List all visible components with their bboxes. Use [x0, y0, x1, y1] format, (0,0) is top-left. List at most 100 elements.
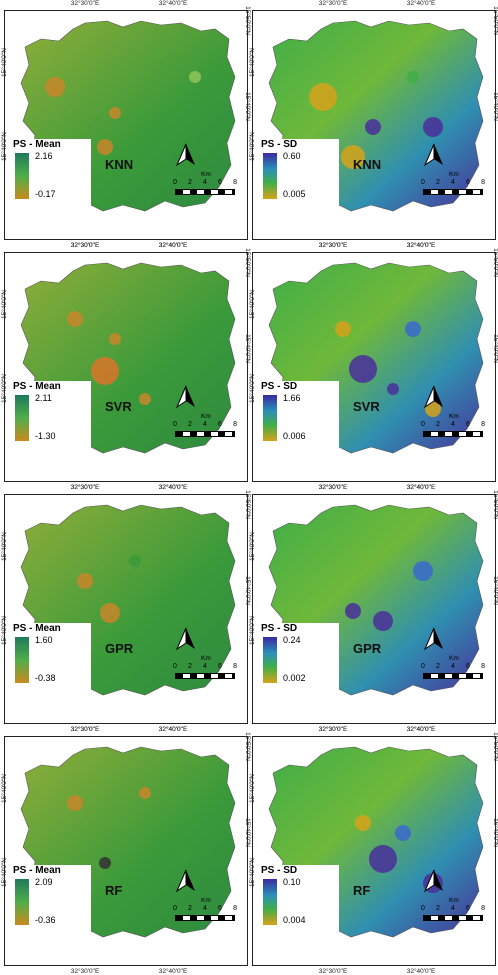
scale-tick-label: 0 — [173, 179, 177, 186]
anomaly-spot — [91, 357, 119, 385]
anomaly-spot — [97, 139, 113, 155]
map-panel-svr-sd: 32°30'0"E 32°40'0"E 32°30'0"E 32°40'0"E … — [252, 252, 496, 482]
legend-min-value: -0.17 — [35, 189, 56, 199]
map-panel-gpr-mean: 32°30'0"E 32°40'0"E 32°30'0"E 32°40'0"E … — [4, 494, 248, 724]
anomaly-spot — [407, 71, 419, 83]
scale-tick-label: 8 — [233, 421, 237, 428]
model-label: KNN — [353, 157, 381, 172]
scale-tick-label: 0 — [421, 663, 425, 670]
lon-label-top-right: 32°40'0"E — [159, 727, 188, 734]
anomaly-spot — [395, 825, 411, 841]
scale-tick-label: 0 — [421, 421, 425, 428]
legend-color-bar — [263, 637, 277, 683]
scale-unit: Km — [449, 171, 459, 178]
lat-label-left-bottom: 15°40'0"N — [2, 858, 9, 887]
lat-label-left-top: 15°40'0"N — [250, 532, 257, 561]
model-label: RF — [353, 883, 370, 898]
model-label: SVR — [105, 399, 132, 414]
legend: PS - Mean 2.09 -0.36 — [11, 865, 91, 931]
anomaly-spot — [109, 107, 121, 119]
anomaly-spot — [189, 71, 201, 83]
legend-title: PS - Mean — [13, 139, 61, 150]
lat-label-right-top: 15°50'0"N — [244, 490, 251, 519]
legend-color-bar — [15, 153, 29, 199]
lat-label-left-top: 15°40'0"N — [250, 774, 257, 803]
scale-tick-label: 0 — [173, 421, 177, 428]
scale-tick-label: 2 — [436, 421, 440, 428]
lat-label-right-bottom: 15°40'0"N — [492, 92, 498, 121]
lon-label-top-right: 32°40'0"E — [159, 243, 188, 250]
legend: PS - SD 0.60 0.005 — [259, 139, 339, 205]
anomaly-spot — [139, 393, 151, 405]
scale-tick-label: 8 — [233, 905, 237, 912]
lon-label-top-left: 32°30'0"E — [319, 243, 348, 250]
scale-tick-label: 6 — [218, 179, 222, 186]
lat-label-right-top: 15°50'0"N — [244, 248, 251, 277]
lon-label-top-right: 32°40'0"E — [407, 1, 436, 8]
legend-min-value: -0.38 — [35, 673, 56, 683]
scale-tick-label: 6 — [218, 905, 222, 912]
legend-title: PS - SD — [261, 381, 297, 392]
anomaly-spot — [365, 119, 381, 135]
lat-label-left-top: 15°40'0"N — [2, 48, 9, 77]
scale-unit: Km — [201, 897, 211, 904]
scale-tick-label: 8 — [233, 179, 237, 186]
anomaly-spot — [139, 787, 151, 799]
model-label: GPR — [105, 641, 133, 656]
lon-label-top-left: 32°30'0"E — [71, 1, 100, 8]
legend-min-value: 0.005 — [283, 189, 306, 199]
anomaly-spot — [67, 311, 83, 327]
anomaly-spot — [349, 355, 377, 383]
legend-color-bar — [263, 395, 277, 441]
anomaly-spot — [99, 857, 111, 869]
scale-graphic — [175, 673, 235, 679]
lon-label-top-left: 32°30'0"E — [71, 485, 100, 492]
lon-label-top-left: 32°30'0"E — [319, 485, 348, 492]
scale-tick-label: 2 — [436, 905, 440, 912]
model-label: RF — [105, 883, 122, 898]
legend-min-value: 0.006 — [283, 431, 306, 441]
lon-label-top-left: 32°30'0"E — [319, 1, 348, 8]
scale-tick-label: 8 — [481, 179, 485, 186]
scale-numbers: 0 2 4 6 8 — [421, 421, 485, 428]
scale-tick-label: 4 — [203, 663, 207, 670]
legend-max-value: 2.09 — [35, 877, 53, 887]
legend: PS - SD 0.24 0.002 — [259, 623, 339, 689]
scale-tick-label: 2 — [188, 905, 192, 912]
scale-tick-label: 6 — [466, 421, 470, 428]
anomaly-spot — [77, 573, 93, 589]
scale-graphic — [175, 431, 235, 437]
legend: PS - Mean 2.11 -1.30 — [11, 381, 91, 447]
legend-min-value: 0.002 — [283, 673, 306, 683]
anomaly-spot — [100, 603, 120, 623]
scale-unit: Km — [201, 413, 211, 420]
legend-max-value: 2.11 — [35, 393, 52, 403]
lon-label-bottom-left: 32°30'0"E — [319, 969, 348, 975]
scale-tick-label: 4 — [451, 421, 455, 428]
north-arrow-icon — [423, 869, 445, 893]
lat-label-left-top: 15°40'0"N — [2, 532, 9, 561]
legend: PS - SD 1.66 0.006 — [259, 381, 339, 447]
scale-tick-label: 8 — [233, 663, 237, 670]
scale-tick-label: 4 — [203, 905, 207, 912]
scale-unit: Km — [201, 655, 211, 662]
scale-unit: Km — [201, 171, 211, 178]
scale-tick-label: 4 — [451, 663, 455, 670]
legend-title: PS - Mean — [13, 623, 61, 634]
lon-label-top-right: 32°40'0"E — [159, 1, 188, 8]
lat-label-left-bottom: 15°40'0"N — [2, 374, 9, 403]
legend-title: PS - SD — [261, 623, 297, 634]
scale-tick-label: 8 — [481, 421, 485, 428]
north-arrow-icon — [175, 627, 197, 651]
lon-label-top-right: 32°40'0"E — [407, 727, 436, 734]
